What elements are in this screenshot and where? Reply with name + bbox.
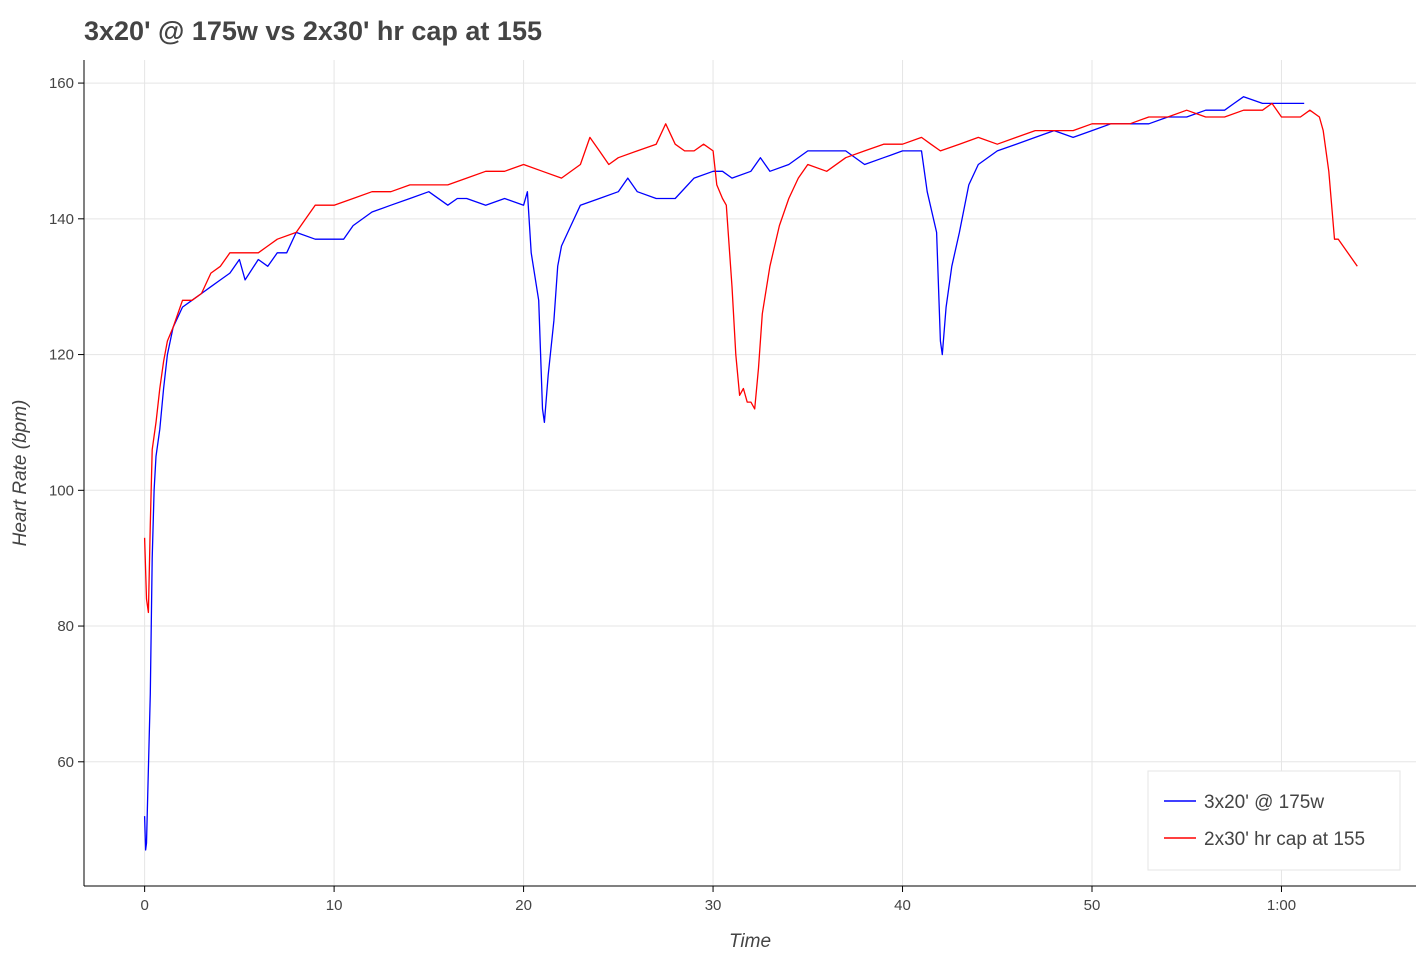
axes: 0 10 20 30 40 50 1:00 60 80 100 120 140 160	[49, 60, 1416, 914]
x-tick-label: 10	[326, 897, 343, 914]
grid	[84, 60, 1416, 886]
series-line-2	[143, 102, 1358, 614]
series-line-1	[143, 96, 1305, 851]
y-axis-label: Heart Rate (bpm)	[10, 400, 31, 547]
chart-title: 3x20' @ 175w vs 2x30' hr cap at 155	[84, 16, 542, 46]
legend-label-series-1: 3x20' @ 175w	[1204, 792, 1324, 813]
series-lines	[143, 96, 1358, 851]
x-tick-label: 30	[705, 897, 722, 914]
x-tick-label: 0	[140, 897, 148, 914]
x-axis-label: Time	[729, 931, 771, 952]
x-tick-label: 50	[1084, 897, 1101, 914]
y-tick-label: 100	[49, 482, 74, 499]
x-tick-label: 1:00	[1267, 897, 1296, 914]
y-tick-label: 80	[57, 618, 74, 635]
y-tick-label: 60	[57, 754, 74, 771]
legend-label-series-2: 2x30' hr cap at 155	[1204, 829, 1365, 850]
y-tick-label: 120	[49, 347, 74, 364]
y-tick-label: 140	[49, 211, 74, 228]
x-tick-label: 40	[894, 897, 911, 914]
x-tick-label: 20	[515, 897, 532, 914]
y-tick-label: 160	[49, 75, 74, 92]
legend: 3x20' @ 175w 2x30' hr cap at 155	[1147, 770, 1401, 871]
